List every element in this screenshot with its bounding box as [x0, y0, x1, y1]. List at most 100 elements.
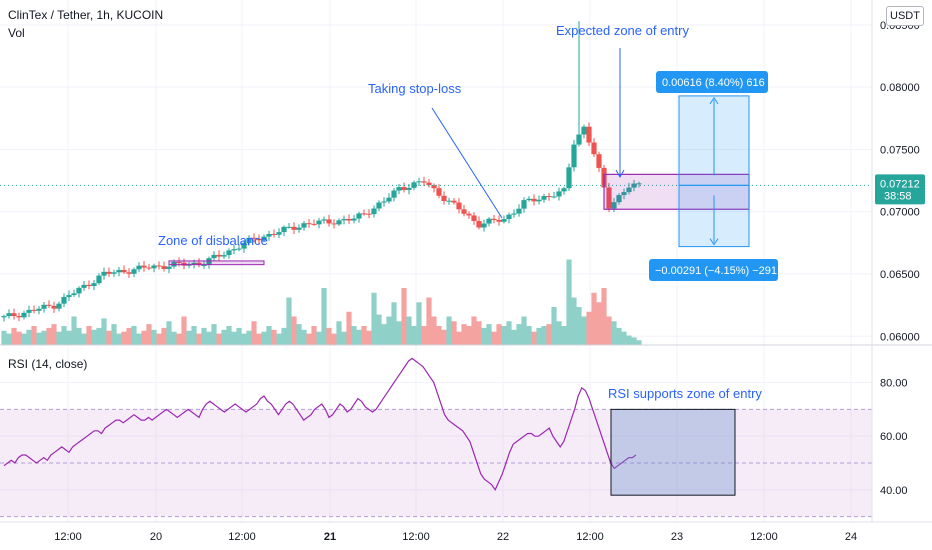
volume-bar: [456, 331, 462, 345]
volume-bar: [571, 297, 577, 345]
volume-bar: [201, 327, 207, 345]
candle-body: [566, 167, 572, 189]
volume-bar: [461, 324, 467, 345]
volume-bar: [326, 327, 332, 345]
candle-body: [396, 187, 402, 191]
volume-bar: [11, 327, 17, 345]
y-tick-label: 0.07000: [880, 207, 920, 219]
price-badge-value: 0.07212: [880, 178, 920, 190]
candle-body: [46, 304, 52, 306]
candle-body: [531, 198, 537, 202]
candle-body: [316, 220, 322, 225]
currency-button[interactable]: USDT: [886, 6, 924, 26]
volume-bar: [6, 333, 12, 345]
volume-bar: [551, 307, 557, 345]
candle-body: [406, 187, 412, 191]
volume-bar: [446, 316, 452, 345]
candle-body: [291, 226, 297, 230]
candle-body: [521, 200, 527, 209]
x-tick-label: 21: [324, 531, 336, 543]
label-rsi-supports: RSI supports zone of entry: [608, 386, 762, 401]
volume-bar: [481, 327, 487, 345]
rsi-panel: RSI supports zone of entry: [0, 344, 932, 518]
candle-body: [96, 275, 102, 284]
candle-body: [346, 218, 352, 221]
volume-bar: [116, 333, 122, 345]
candle-body: [121, 269, 127, 273]
candle-body: [611, 202, 617, 209]
volume-bar: [41, 330, 47, 345]
candle-body: [196, 262, 202, 266]
candle-body: [221, 255, 227, 257]
rsi-tick-label: 80.00: [880, 378, 908, 390]
candle-body: [581, 126, 587, 135]
volume-bar: [561, 326, 567, 345]
volume-bar: [351, 326, 357, 345]
candle-body: [501, 219, 507, 222]
volume-bar: [356, 329, 362, 345]
candle-body: [436, 188, 442, 196]
stop-badge-text: −0.00291 (−4.15%) −291: [655, 265, 777, 277]
candle-body: [541, 196, 547, 200]
candle-body: [546, 196, 552, 198]
candle-body: [386, 197, 392, 202]
candle-body: [421, 181, 427, 183]
candle-body: [351, 218, 357, 221]
volume-bar: [36, 332, 42, 345]
label-expected-zone-of-entry: Expected zone of entry: [556, 23, 689, 38]
candle-body: [91, 283, 97, 287]
candle-body: [591, 142, 597, 155]
candle-body: [111, 272, 117, 274]
volume-bar: [321, 288, 327, 345]
volume-bar: [586, 311, 592, 345]
volume-bar: [366, 330, 372, 345]
candle-body: [251, 237, 257, 239]
candle-body: [36, 308, 42, 311]
volume-bars: [1, 259, 642, 345]
volume-bar: [266, 326, 272, 345]
target-badge-text: 0.00616 (8.40%) 616: [662, 77, 765, 89]
volume-bar: [176, 333, 182, 345]
candle-body: [126, 272, 132, 274]
volume-label: Vol: [8, 26, 25, 40]
label-taking-stop-loss: Taking stop-loss: [368, 81, 462, 96]
volume-bar: [526, 326, 532, 345]
candle-body: [66, 295, 72, 297]
volume-bar: [121, 331, 127, 345]
volume-bar: [156, 333, 162, 345]
target-arrow-head: [709, 97, 719, 105]
volume-bar: [506, 321, 512, 345]
volume-bar: [126, 327, 132, 345]
rsi-label: RSI (14, close): [8, 357, 88, 371]
volume-bar: [81, 333, 87, 345]
volume-bar: [391, 302, 397, 345]
candle-body: [431, 185, 437, 189]
volume-bar: [591, 292, 597, 345]
candle-body: [631, 183, 637, 188]
y-tick-label: 0.06500: [880, 269, 920, 281]
overlays: [0, 48, 872, 266]
candle-body: [491, 218, 497, 220]
candle-body: [331, 223, 337, 225]
candle-body: [76, 287, 82, 294]
volume-bar: [411, 326, 417, 345]
candle-body: [471, 215, 477, 221]
candle-body: [271, 234, 277, 236]
candle-body: [71, 293, 77, 296]
candle-body: [326, 219, 332, 224]
candle-body: [276, 232, 282, 235]
volume-bar: [421, 326, 427, 345]
entry-zone-box: [603, 173, 750, 210]
rsi-support-box: [610, 408, 736, 496]
volume-bar: [96, 327, 102, 345]
candle-body: [341, 218, 347, 221]
volume-bar: [531, 331, 537, 345]
volume-bar: [416, 302, 422, 345]
volume-bar: [206, 331, 212, 345]
candle-body: [296, 227, 302, 230]
candle-body: [206, 258, 212, 266]
candle-body: [246, 237, 252, 243]
candle-body: [261, 236, 267, 241]
volume-bar: [541, 326, 547, 345]
